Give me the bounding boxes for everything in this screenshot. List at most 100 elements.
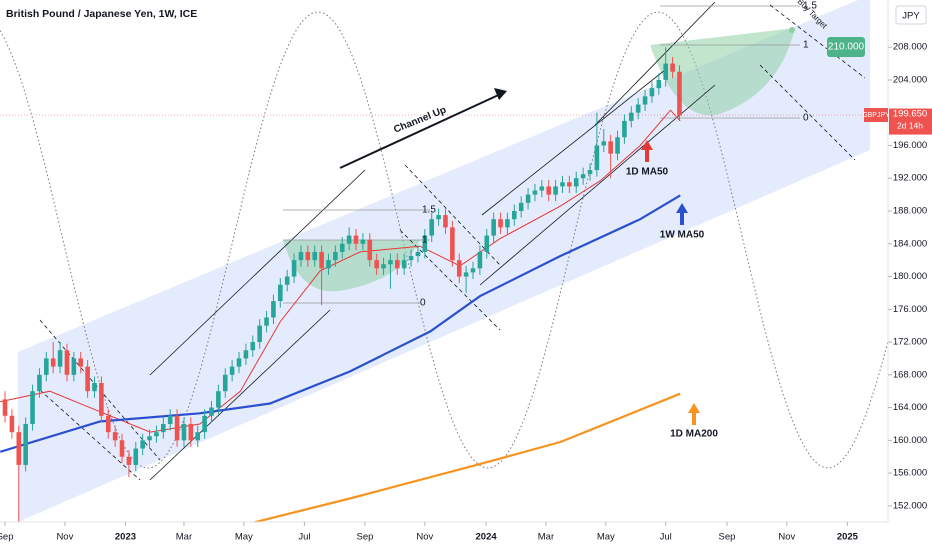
arrow-head xyxy=(494,88,507,100)
candle-body xyxy=(635,104,641,113)
marks xyxy=(0,47,682,522)
candle-body xyxy=(587,170,593,175)
candle-body xyxy=(229,366,235,375)
candle-body xyxy=(505,219,510,228)
candle-body xyxy=(484,235,490,252)
y-tick-label: 184.000 xyxy=(893,238,927,249)
y-tick-label: 196.000 xyxy=(893,140,927,151)
candle-body xyxy=(50,358,56,367)
chart-title: British Pound / Japanese Yen, 1W, ICE xyxy=(6,8,197,20)
candle-body xyxy=(539,186,545,191)
candle-body xyxy=(422,235,428,252)
y-tick-label: 172.000 xyxy=(893,337,927,348)
candle-body xyxy=(429,219,435,236)
candle-body xyxy=(99,383,104,416)
candle-body xyxy=(622,120,627,138)
candle-body xyxy=(57,350,63,367)
y-tick-label: 204.000 xyxy=(893,74,927,85)
candle-body xyxy=(401,260,407,269)
candle-body xyxy=(408,256,414,261)
currency-box xyxy=(895,5,927,25)
y-tick-label: 208.000 xyxy=(893,42,927,53)
candle-body xyxy=(491,219,496,236)
candle-body xyxy=(37,374,42,392)
candle-body xyxy=(140,440,145,449)
candle-body xyxy=(381,264,386,269)
ma-line xyxy=(0,109,681,433)
candle-body xyxy=(188,423,194,441)
candle-body xyxy=(353,235,359,244)
candle-body xyxy=(271,301,276,318)
cup xyxy=(650,28,795,116)
candle-body xyxy=(374,260,379,269)
candle-body xyxy=(105,415,111,433)
x-tick-label: Nov xyxy=(416,532,433,543)
target-label-box xyxy=(827,37,865,57)
candle-body xyxy=(71,358,77,375)
candle-body xyxy=(222,374,228,392)
trend-lines xyxy=(149,1,800,481)
candle-body xyxy=(133,448,139,465)
candle-body xyxy=(580,174,586,179)
candle-body xyxy=(202,415,207,433)
fib-label: 0 xyxy=(803,113,809,124)
x-tick-label: Mar xyxy=(538,532,554,543)
candle-body xyxy=(573,178,579,187)
y-tick-label: 164.000 xyxy=(893,402,927,413)
drawings xyxy=(0,0,888,522)
candle-body xyxy=(278,284,283,302)
candle-body xyxy=(333,251,338,261)
arrow xyxy=(688,403,700,425)
candle-body xyxy=(628,112,634,121)
target-label: 210.000 xyxy=(828,42,865,53)
arrow xyxy=(676,203,688,225)
candle-body xyxy=(670,63,675,72)
ma-line xyxy=(0,194,681,453)
candle-body xyxy=(161,423,166,433)
candle-body xyxy=(195,432,201,441)
annotation: 1W MA50 xyxy=(660,230,705,241)
candle-body xyxy=(112,432,118,441)
candle-body xyxy=(346,235,352,244)
candle-body xyxy=(477,251,483,269)
candle-body xyxy=(498,219,503,228)
candle-body xyxy=(298,251,304,261)
candle-body xyxy=(388,260,393,265)
price-axis xyxy=(888,0,932,550)
candle-body xyxy=(642,96,648,105)
x-tick-label: 2023 xyxy=(115,532,136,543)
candle-body xyxy=(78,358,84,367)
x-tick-label: May xyxy=(235,532,253,543)
candle-body xyxy=(339,243,345,252)
candle-body xyxy=(601,141,607,146)
candle-body xyxy=(608,141,613,154)
candle-body xyxy=(250,342,256,351)
candle-body xyxy=(450,227,455,261)
candle-body xyxy=(291,260,297,277)
candle-body xyxy=(147,436,152,441)
candle-body xyxy=(456,260,462,277)
x-tick-label: 2025 xyxy=(837,532,859,543)
candle-body xyxy=(154,432,159,437)
annotation: 1D MA200 xyxy=(670,429,718,440)
candle-body xyxy=(360,239,366,244)
candle-body xyxy=(525,194,531,203)
candle-body xyxy=(649,88,655,97)
candle-body xyxy=(326,260,331,269)
candle-body xyxy=(23,423,28,465)
candle-body xyxy=(2,399,8,416)
fib-label: 1.5 xyxy=(803,1,817,12)
candle-body xyxy=(9,415,15,433)
x-tick-label: Mar xyxy=(176,532,192,543)
candle-body xyxy=(663,63,669,80)
y-tick-label: 156.000 xyxy=(893,468,927,479)
channel-band xyxy=(18,0,870,522)
candle-body xyxy=(44,358,49,375)
candle-body xyxy=(312,251,318,261)
y-tick-label: 160.000 xyxy=(893,435,927,446)
x-tick-label: Sep xyxy=(719,532,736,543)
candle-body xyxy=(463,272,469,277)
symbol: GBPJPY xyxy=(862,112,890,119)
x-tick-label: May xyxy=(597,532,615,543)
